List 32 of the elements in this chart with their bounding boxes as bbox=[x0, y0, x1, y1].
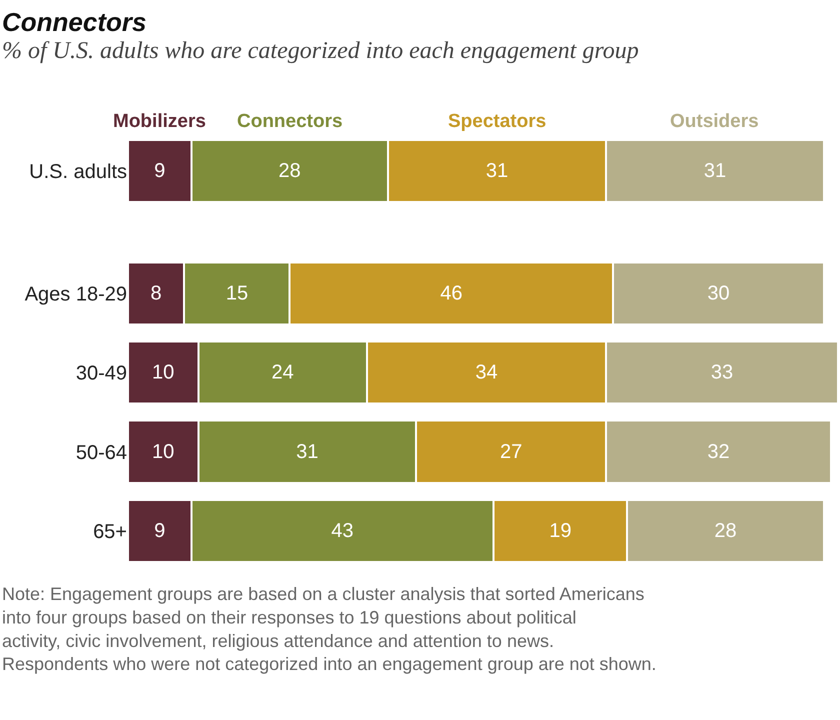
data-label: 32 bbox=[707, 440, 730, 463]
data-label: 24 bbox=[272, 362, 294, 384]
data-label: 30 bbox=[707, 282, 730, 304]
data-label: 10 bbox=[152, 362, 174, 384]
data-label: 10 bbox=[152, 440, 174, 463]
y-tick-label: 30-49 bbox=[76, 362, 127, 385]
data-label: 46 bbox=[440, 282, 462, 304]
data-label: 15 bbox=[226, 282, 248, 304]
text: Note: Engagement groups are based on a cluster analysis that sorted Americans into four groups based on their responses to 19 questions about political activity, civic involvement, religious attendance and attention to news. Respondents who were not categorized into an engagement group are not shown. bbox=[2, 584, 656, 674]
data-label: 8 bbox=[150, 282, 162, 304]
data-label: 43 bbox=[331, 520, 354, 542]
series-label: Mobilizers bbox=[113, 111, 206, 132]
data-label: 31 bbox=[296, 440, 318, 463]
y-tick-label: U.S. adults bbox=[29, 161, 127, 184]
data-label: 9 bbox=[154, 520, 166, 542]
chart-title: Connectors bbox=[2, 7, 146, 37]
data-label: 31 bbox=[486, 160, 508, 182]
y-tick-label: 50-64 bbox=[76, 442, 127, 464]
data-label: 19 bbox=[549, 520, 572, 542]
data-label: 28 bbox=[278, 160, 301, 182]
series-label: Connectors bbox=[237, 111, 343, 132]
y-tick-label: Ages 18-29 bbox=[24, 283, 127, 306]
series-label: Spectators bbox=[448, 111, 546, 132]
data-label: 31 bbox=[704, 160, 726, 182]
series-label: Outsiders bbox=[670, 111, 759, 132]
data-label: 34 bbox=[475, 362, 498, 384]
data-label: 33 bbox=[710, 362, 734, 384]
data-label: 28 bbox=[714, 520, 737, 542]
chart-subtitle: % of U.S. adults who are categorized into each engagement group bbox=[2, 38, 639, 64]
y-tick-label: 65+ bbox=[93, 520, 127, 543]
data-label: 9 bbox=[154, 160, 166, 182]
data-label: 27 bbox=[500, 440, 522, 463]
